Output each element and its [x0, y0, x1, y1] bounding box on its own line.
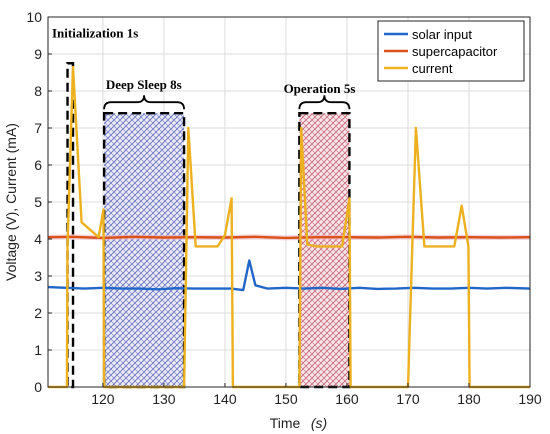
x-tick-label: 120	[91, 391, 115, 407]
x-tick-label: 140	[213, 391, 237, 407]
x-tick-label: 130	[152, 391, 176, 407]
y-tick-label: 5	[34, 194, 42, 210]
y-tick-label: 6	[34, 157, 42, 173]
x-tick-label: 160	[335, 391, 359, 407]
y-tick-label: 10	[26, 9, 42, 25]
y-tick-label: 7	[34, 120, 42, 136]
y-tick-label: 1	[34, 342, 42, 358]
series-line-supercapacitor	[47, 235, 531, 240]
x-axis-unit: (s)	[311, 415, 327, 431]
axis-ticks: 120 130 140 150 160 170 180 190 0 1 2 3 4 5 6 7 8 9 10	[26, 9, 541, 407]
y-tick-label: 3	[34, 268, 42, 284]
y-tick-label: 4	[34, 231, 42, 247]
legend: solar input supercapacitor current	[377, 20, 525, 82]
y-tick-label: 0	[34, 379, 42, 395]
legend-label: solar input	[412, 27, 472, 42]
y-tick-label: 2	[34, 305, 42, 321]
phase-brace-1	[103, 95, 185, 110]
x-tick-label: 150	[274, 391, 298, 407]
legend-box	[377, 20, 525, 82]
series-lines	[47, 65, 531, 389]
series-line-solar-input	[47, 259, 531, 292]
phase-regions: Initialization 1s Deep Sleep 8s Operation …	[52, 25, 356, 389]
phase-label-0: Initialization 1s	[52, 25, 138, 40]
phase-label-2: Operation 5s	[284, 81, 356, 96]
x-tick-label: 180	[457, 391, 481, 407]
x-tick-label: 190	[518, 391, 542, 407]
legend-label: supercapacitor	[412, 44, 498, 59]
y-axis-label: Voltage (V), Current (mA)	[3, 123, 19, 281]
legend-label: current	[412, 61, 453, 76]
x-tick-label: 170	[396, 391, 420, 407]
phase-hatch-1	[104, 113, 185, 387]
phase-brace-2	[298, 95, 351, 110]
y-tick-label: 9	[34, 46, 42, 62]
phase-hatch-2	[299, 113, 350, 387]
y-tick-label: 8	[34, 83, 42, 99]
x-axis-label: Time	[270, 415, 301, 431]
phase-label-1: Deep Sleep 8s	[106, 77, 182, 92]
